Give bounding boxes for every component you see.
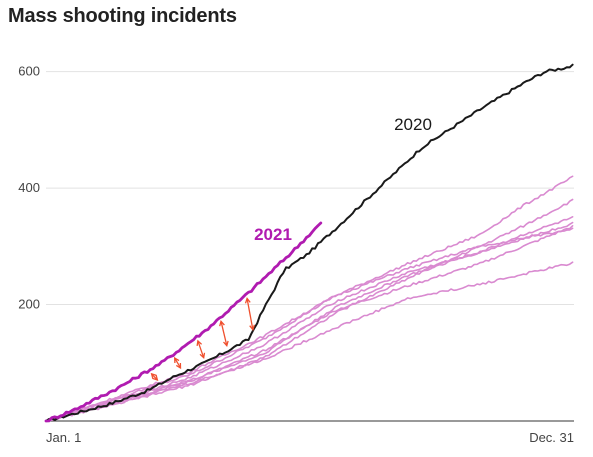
- x-tick-label: Jan. 1: [46, 430, 81, 445]
- difference-arrow: [219, 319, 229, 348]
- series-line-other-year: [45, 261, 574, 422]
- difference-arrows: [150, 297, 256, 381]
- series-label-2020: 2020: [394, 115, 432, 134]
- chart-title: Mass shooting incidents: [8, 5, 237, 27]
- series-line-2020: [45, 63, 574, 422]
- series-line-other-year: [45, 175, 574, 422]
- highlighted-series: [44, 63, 574, 423]
- series-label-2021: 2021: [254, 225, 292, 244]
- y-tick-label: 600: [18, 64, 40, 79]
- gridlines: [46, 71, 574, 306]
- difference-arrow: [174, 356, 182, 370]
- series-line-other-year: [45, 225, 574, 422]
- series-line-other-year: [45, 198, 574, 422]
- series-line-other-year: [45, 216, 574, 422]
- difference-arrow: [150, 372, 159, 381]
- y-tick-label: 200: [18, 297, 40, 312]
- axes: 200 400 600 Jan. 1 Dec. 31: [18, 64, 574, 445]
- difference-arrow: [196, 339, 206, 359]
- y-tick-label: 400: [18, 180, 40, 195]
- x-tick-label: Dec. 31: [529, 430, 574, 445]
- series-line-2021: [44, 221, 323, 423]
- series-labels: 2020 2021: [254, 115, 432, 244]
- difference-arrow: [244, 297, 256, 331]
